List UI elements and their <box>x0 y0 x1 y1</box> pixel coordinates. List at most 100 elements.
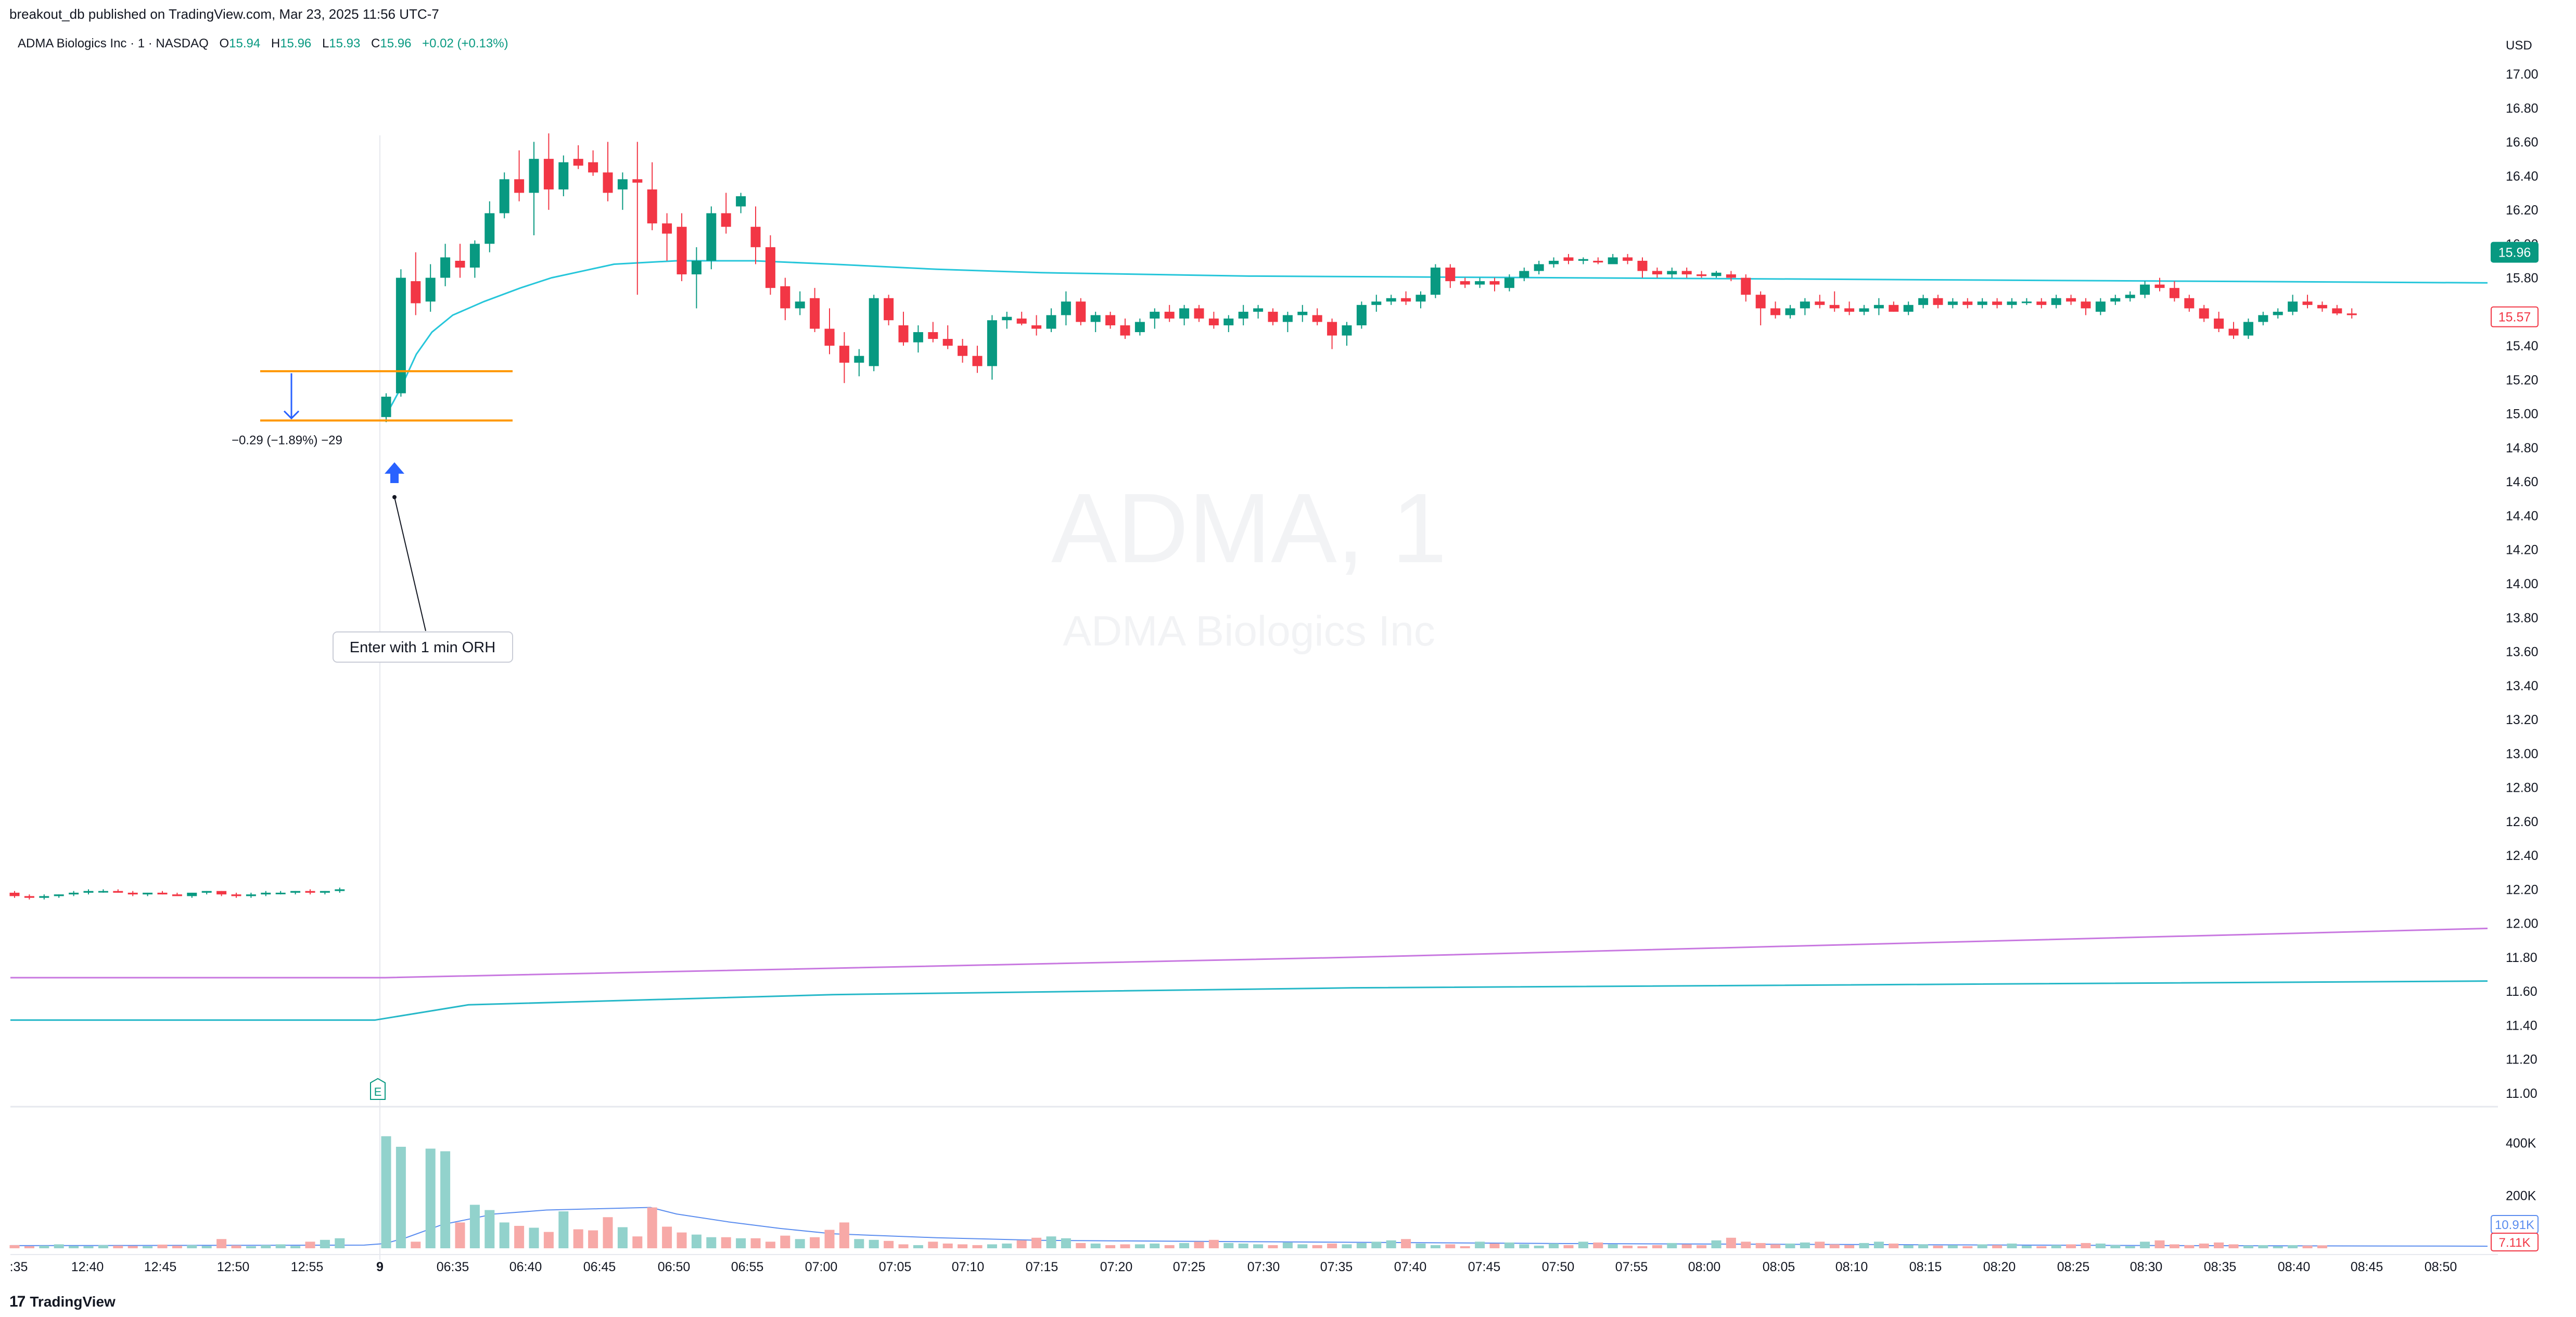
session-volume-bar <box>1534 1245 1544 1248</box>
premarket-candle <box>24 896 34 898</box>
session-candle <box>1962 301 1973 305</box>
session-volume-bar <box>2036 1246 2047 1248</box>
session-volume-bar <box>2081 1243 2091 1248</box>
premarket-candle <box>290 891 301 893</box>
session-candle <box>1120 325 1130 336</box>
session-volume-bar <box>898 1244 909 1248</box>
callout-leader-line <box>394 497 426 631</box>
premarket-volume-bar <box>9 1245 20 1248</box>
session-candle <box>632 179 643 183</box>
premarket-volume-bar <box>69 1246 79 1248</box>
open-value: 15.94 <box>229 36 261 50</box>
session-volume-bar <box>2051 1245 2061 1248</box>
session-candle <box>1208 318 1219 325</box>
session-candle <box>987 320 997 366</box>
premarket-candle <box>172 894 182 896</box>
close-value: 15.96 <box>380 36 412 50</box>
session-candle <box>543 159 554 189</box>
time-tick-label: 07:25 <box>1173 1260 1206 1274</box>
session-volume-bar <box>2199 1243 2209 1248</box>
currency-label: USD <box>2506 39 2532 53</box>
session-candle <box>1859 308 1869 312</box>
price-tick-label: 15.20 <box>2506 373 2539 387</box>
ma-purple-line <box>10 927 2488 979</box>
change-value: +0.02 (+0.13%) <box>422 36 508 50</box>
session-volume-bar <box>795 1239 805 1248</box>
volume-tick-label: 200K <box>2506 1189 2536 1204</box>
premarket-candle <box>157 892 168 895</box>
premarket-volume-bar <box>275 1244 286 1248</box>
session-volume-bar <box>2302 1245 2313 1248</box>
session-volume-bar <box>913 1245 923 1248</box>
session-volume-bar <box>1947 1245 1958 1248</box>
session-volume-bar <box>1623 1245 1633 1248</box>
price-tick-label: 13.80 <box>2506 611 2539 625</box>
time-tick-label: 07:30 <box>1247 1260 1280 1274</box>
session-volume-bar <box>1268 1245 1278 1248</box>
session-volume-bar <box>1992 1245 2003 1248</box>
session-candle <box>1223 318 1234 325</box>
session-candle <box>1815 301 1825 305</box>
premarket-candle <box>39 896 49 898</box>
session-volume-bar <box>2066 1244 2076 1248</box>
premarket-candle <box>187 892 197 896</box>
session-candle <box>558 162 569 189</box>
watermark-name: ADMA Biologics Inc <box>1063 607 1435 655</box>
session-volume-bar <box>588 1230 598 1248</box>
watermark-ticker: ADMA, 1 <box>1051 473 1447 584</box>
tradingview-logo-icon: 17 <box>9 1293 25 1310</box>
time-tick-label: 08:05 <box>1763 1260 1795 1274</box>
session-candle <box>1519 271 1529 278</box>
symbol-name[interactable]: ADMA Biologics Inc · 1 · NASDAQ <box>18 36 209 50</box>
session-candle <box>1947 301 1958 305</box>
session-volume-bar <box>1918 1244 1929 1248</box>
session-candle <box>1356 305 1367 325</box>
session-volume-bar <box>2273 1246 2283 1248</box>
session-volume-bar <box>2140 1242 2150 1248</box>
last-price-label: 15.96 <box>2498 246 2531 260</box>
session-candle <box>2214 318 2224 329</box>
session-candle <box>617 179 628 189</box>
session-candle <box>2036 301 2047 305</box>
session-candle <box>1194 308 1204 319</box>
premarket-candle <box>231 894 241 896</box>
session-volume-bar <box>425 1148 436 1248</box>
session-volume-bar <box>1844 1245 1855 1248</box>
premarket-volume-bar <box>231 1245 241 1248</box>
session-volume-bar <box>603 1217 613 1248</box>
price-tick-label: 12.20 <box>2506 882 2539 897</box>
time-tick-label: 9 <box>376 1260 384 1274</box>
session-candle <box>2110 298 2121 302</box>
session-volume-bar <box>1150 1243 1160 1248</box>
session-candle <box>1504 277 1514 288</box>
session-volume-bar <box>1741 1242 1751 1248</box>
session-volume-bar <box>381 1136 391 1248</box>
session-volume-bar <box>1770 1244 1781 1248</box>
session-candle <box>1268 311 1278 322</box>
session-candle <box>2021 301 2032 303</box>
session-candle <box>1800 301 1810 309</box>
session-volume-bar <box>839 1222 849 1248</box>
premarket-candle <box>127 892 138 895</box>
session-candle <box>1726 274 1736 278</box>
session-volume-bar <box>1297 1244 1308 1248</box>
session-volume-bar <box>1282 1242 1293 1248</box>
session-volume-bar <box>2110 1245 2121 1248</box>
session-candle <box>854 356 864 363</box>
premarket-volume-bar <box>83 1246 94 1248</box>
time-tick-label: 06:40 <box>509 1260 542 1274</box>
earnings-badge-label: E <box>374 1085 382 1098</box>
tradingview-brand[interactable]: 17 TradingView <box>9 1293 116 1311</box>
session-volume-bar <box>1859 1243 1869 1248</box>
session-volume-bar <box>765 1242 775 1248</box>
session-candle <box>1711 272 1721 276</box>
session-volume-bar <box>958 1244 968 1248</box>
session-volume-bar <box>1208 1239 1219 1248</box>
session-candle <box>2066 298 2076 302</box>
session-volume-bar <box>647 1207 657 1248</box>
premarket-candle <box>305 891 315 893</box>
time-tick-label: 12:40 <box>71 1260 104 1274</box>
session-volume-bar <box>1016 1240 1027 1248</box>
session-candle <box>2169 288 2179 298</box>
